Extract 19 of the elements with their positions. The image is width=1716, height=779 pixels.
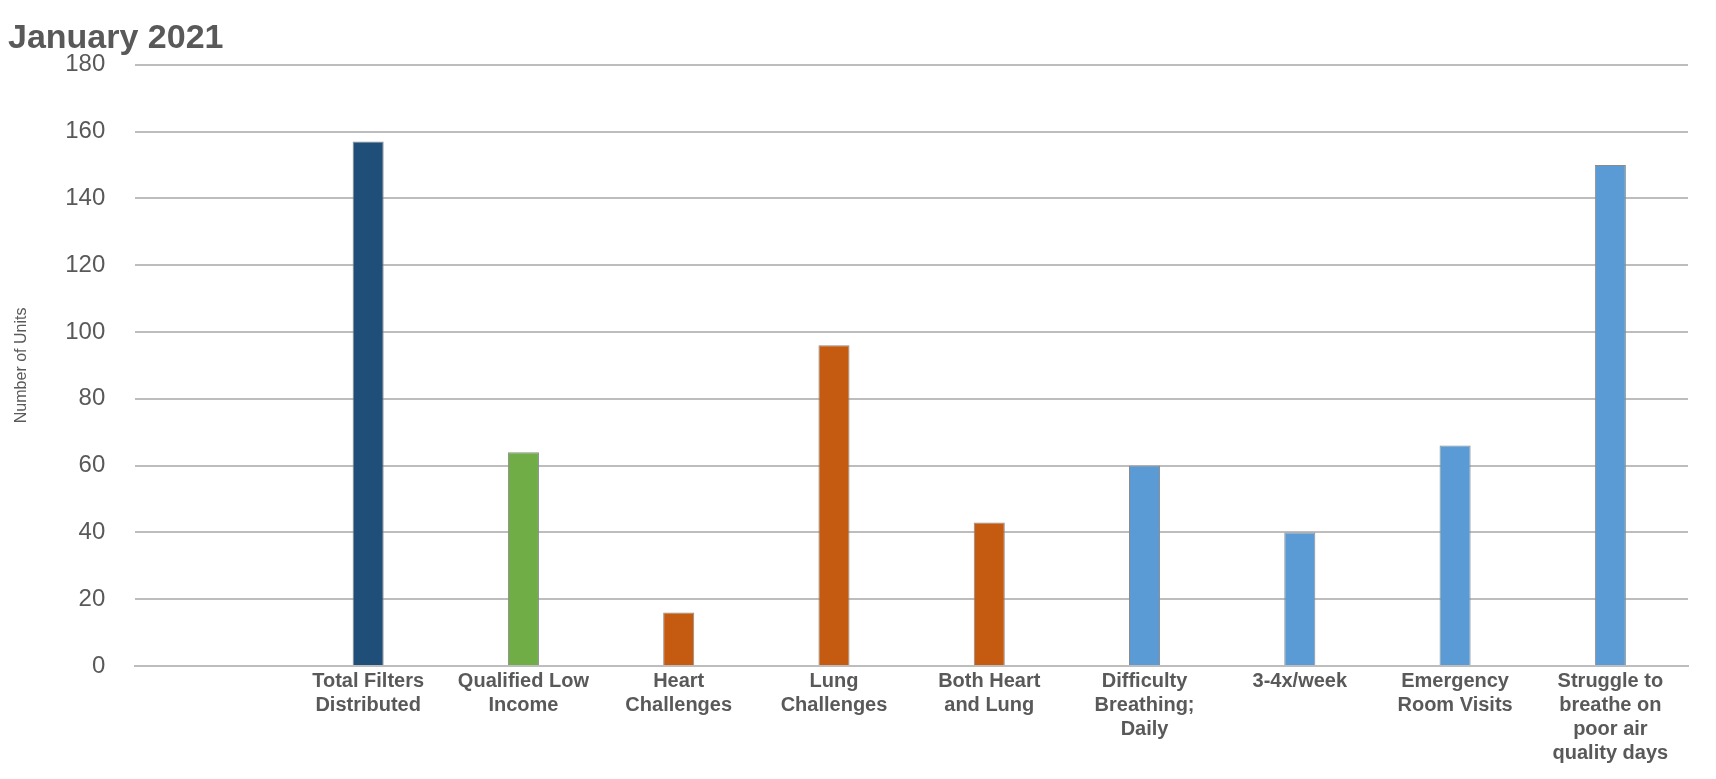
y-tick-label: 0 xyxy=(91,650,106,678)
y-tick-label: 20 xyxy=(78,583,106,611)
x-tick-label: Heart Challenges xyxy=(625,668,733,715)
y-tick-label: 160 xyxy=(65,116,106,144)
x-tick-label: Emergency Room Visits xyxy=(1397,668,1513,715)
x-tick-label: Total Filters Distributed xyxy=(312,668,425,715)
x-tick-label: Struggle to breathe on poor air quality days xyxy=(1552,668,1669,763)
x-tick-label: Qualified Low Income xyxy=(457,668,590,715)
y-tick-label: 80 xyxy=(78,383,106,411)
y-tick-label: 120 xyxy=(65,249,106,277)
y-tick-label: 100 xyxy=(65,316,106,344)
y-tick-label: 40 xyxy=(78,517,106,545)
y-axis-title: Number of Units xyxy=(12,307,30,424)
y-tick-label: 140 xyxy=(65,183,106,211)
x-tick-label: 3-4x/week xyxy=(1252,668,1348,691)
x-tick-label: Both Heart and Lung xyxy=(938,668,1041,715)
x-tick-label: Lung Challenges xyxy=(780,668,888,715)
y-tick-label: 60 xyxy=(78,450,106,478)
x-tick-label: Difficulty Breathing; Daily xyxy=(1094,668,1195,739)
